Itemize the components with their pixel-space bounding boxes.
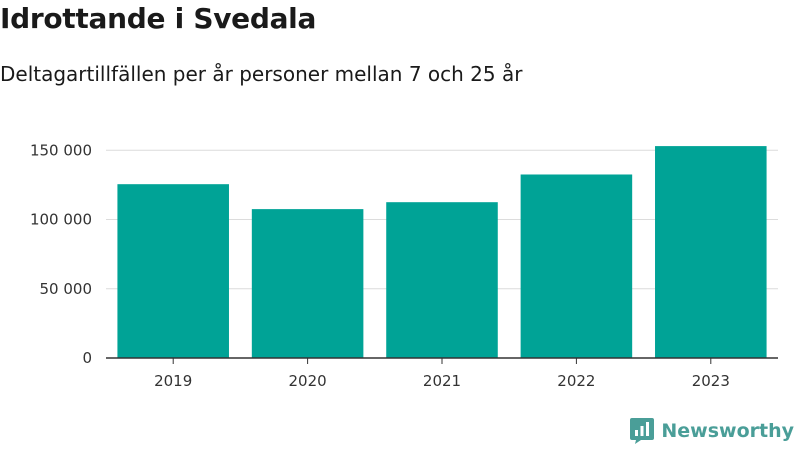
bar-2021 xyxy=(386,202,498,358)
x-tick-label: 2023 xyxy=(692,372,730,390)
bar-2019 xyxy=(117,184,229,358)
x-tick-label: 2021 xyxy=(423,372,461,390)
y-tick-label: 50 000 xyxy=(40,280,93,298)
bar-2022 xyxy=(520,174,633,358)
bar-2023 xyxy=(655,146,767,358)
chart-subtitle: Deltagartillfällen per år personer mella… xyxy=(0,62,523,86)
newsworthy-logo-icon xyxy=(630,418,655,444)
x-tick-label: 2022 xyxy=(557,372,595,390)
bars xyxy=(117,146,767,358)
x-tick-label: 2019 xyxy=(154,372,192,390)
x-tick-label: 2020 xyxy=(289,372,327,390)
chart-title: Idrottande i Svedala xyxy=(0,2,317,35)
y-tick-label: 100 000 xyxy=(30,211,92,229)
axes: 0 50 000 100 000 150 000 2019 2020 2021 2022 202… xyxy=(30,141,778,390)
y-tick-label: 0 xyxy=(82,349,92,367)
brand-logo: Newsworthy xyxy=(629,416,794,446)
y-tick-label: 150 000 xyxy=(30,141,92,159)
brand-name: Newsworthy xyxy=(661,420,794,442)
bar-2020 xyxy=(251,209,364,358)
